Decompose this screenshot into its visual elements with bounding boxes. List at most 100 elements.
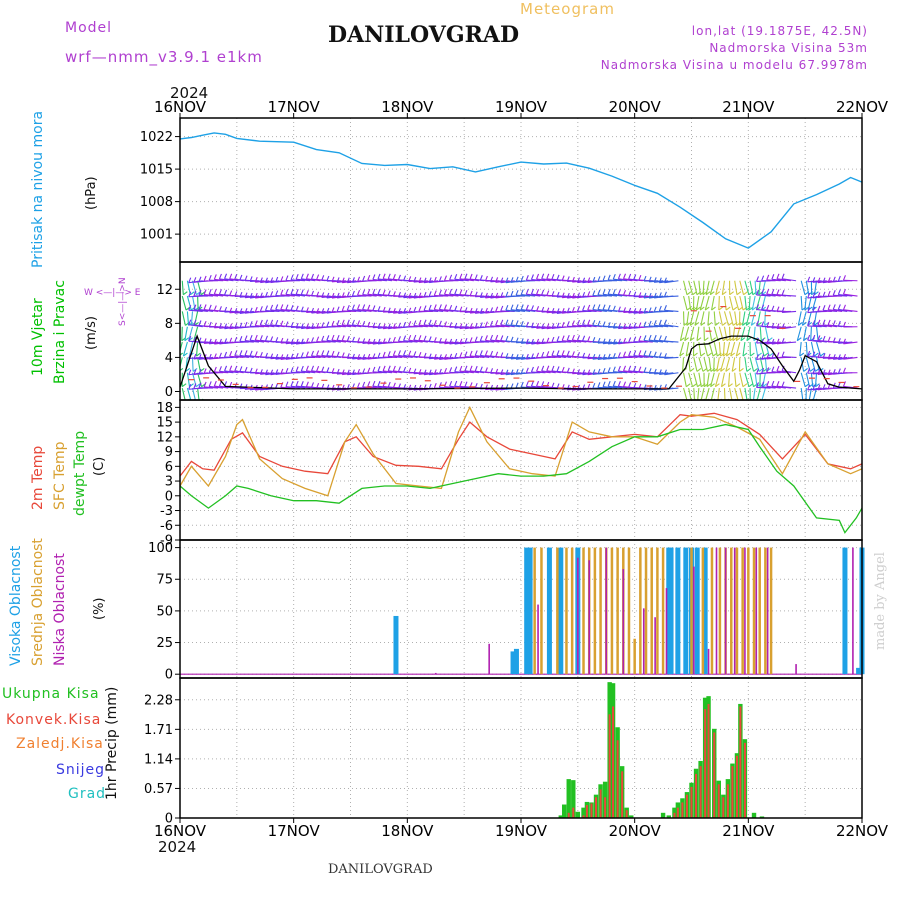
wind-barb-flag — [827, 336, 831, 343]
wind-barb-flag — [229, 323, 233, 329]
watermark: made by Angel — [873, 552, 888, 650]
low-cloud-bar — [654, 617, 656, 675]
wind-barb — [388, 355, 403, 358]
wind-barb-flag — [546, 273, 550, 280]
wind-barb-flag — [244, 350, 248, 356]
wind-barb — [807, 295, 822, 299]
wind-barb-flag — [490, 384, 494, 391]
wind-barb-flag — [766, 288, 770, 295]
wind-barb — [764, 326, 769, 341]
y-tick-label: 9 — [165, 445, 173, 460]
wind-barb — [388, 370, 403, 374]
wind-barb — [814, 372, 818, 387]
wind-barb — [229, 310, 244, 314]
wind-barb — [321, 340, 336, 343]
wind-barb — [423, 324, 439, 328]
x-tick-label-top: 22NOV — [836, 98, 889, 116]
wind-barb-flag — [310, 365, 315, 372]
x-tick-label-top: 16NOV — [154, 98, 207, 116]
wind-barb — [572, 372, 587, 375]
footer-station: DANILOVGRAD — [328, 862, 433, 877]
wind-barb — [807, 339, 822, 343]
wind-barb-flag — [799, 352, 805, 357]
wind-barb — [649, 339, 664, 343]
wind-barb-flag — [718, 306, 724, 311]
wind-barb-flag — [832, 354, 836, 360]
wind-barb — [531, 341, 546, 345]
wind-barb-flag — [234, 308, 238, 314]
wind-barb — [316, 310, 331, 314]
wind-barb — [393, 310, 408, 314]
wind-barb — [556, 354, 572, 358]
wind-barb-flag — [515, 369, 519, 375]
wind-barb-flag — [449, 274, 453, 281]
wind-barb-flag — [582, 335, 586, 341]
wind-barb-flag — [213, 322, 217, 328]
wind-barb-flag — [244, 308, 248, 314]
wind-barb-flag — [459, 323, 463, 329]
wind-barb-flag — [259, 319, 263, 326]
wind-barb-flag — [827, 353, 831, 360]
wind-barb — [720, 357, 725, 372]
wind-barb-flag — [536, 289, 540, 295]
wind-barb-flag — [525, 353, 529, 360]
wind-barb-flag — [663, 369, 667, 375]
wind-barb-flag — [423, 335, 427, 341]
wind-barb-flag — [541, 289, 545, 296]
wind-barb-flag — [316, 322, 320, 329]
wind-barb — [413, 280, 428, 283]
low-cloud-bar — [755, 547, 758, 675]
wind-barb-flag — [377, 323, 381, 329]
wind-barb — [782, 294, 797, 297]
conv-precip-bar — [722, 797, 725, 818]
wind-barb-flag — [736, 337, 741, 342]
wind-barb-flag — [658, 335, 662, 341]
wind-barb — [766, 326, 781, 328]
wind-barb — [822, 356, 838, 359]
wind-barb-flag — [285, 338, 289, 344]
wind-barb-flag — [628, 273, 632, 280]
wind-barb-flag — [776, 289, 780, 295]
wind-barb — [618, 370, 633, 374]
wind-barb-flag — [587, 353, 591, 359]
wind-barb-flag — [443, 304, 447, 310]
wind-barb — [582, 356, 597, 359]
wind-barb-flag — [198, 368, 202, 375]
wind-barb — [393, 355, 408, 358]
wind-barb-flag — [280, 354, 284, 360]
wind-barb-flag — [781, 351, 785, 357]
wind-barb — [613, 326, 628, 329]
wind-barb-flag — [842, 338, 846, 345]
wind-barb-flag — [525, 381, 529, 387]
wind-barb-flag — [184, 337, 190, 342]
wind-barb-flag — [546, 365, 550, 371]
wind-barb — [536, 326, 551, 329]
wind-barb-flag — [643, 292, 647, 299]
wind-barb-flag — [622, 351, 627, 357]
wind-barb-flag — [607, 381, 611, 387]
wind-barb-flag — [530, 274, 534, 280]
wind-barb-flag — [803, 337, 808, 342]
wind-barb-flag — [576, 369, 580, 375]
wind-barb — [723, 326, 728, 341]
wind-barb — [782, 310, 797, 313]
wind-barb-flag — [653, 320, 657, 326]
x-tick-label-bottom: 16NOV — [154, 822, 207, 840]
wind-barb-flag — [295, 288, 299, 295]
wind-barb-flag — [474, 382, 478, 389]
wind-barb-flag — [556, 322, 560, 329]
low-cloud-bar — [692, 566, 695, 675]
wind-barb-flag — [443, 289, 447, 295]
wind-barb-flag — [766, 353, 770, 360]
high-cloud-bar — [510, 651, 516, 675]
wind-barb-flag — [515, 337, 519, 343]
wind-barb-flag — [218, 323, 222, 329]
wind-barb-flag — [822, 353, 826, 359]
wind-barb-flag — [679, 352, 685, 357]
wind-barb — [285, 293, 300, 297]
wind-barb — [408, 339, 423, 343]
wind-barb — [234, 310, 249, 314]
wind-barb-flag — [264, 305, 268, 311]
wind-barb-flag — [326, 321, 330, 327]
wind-barb-flag — [469, 337, 473, 343]
